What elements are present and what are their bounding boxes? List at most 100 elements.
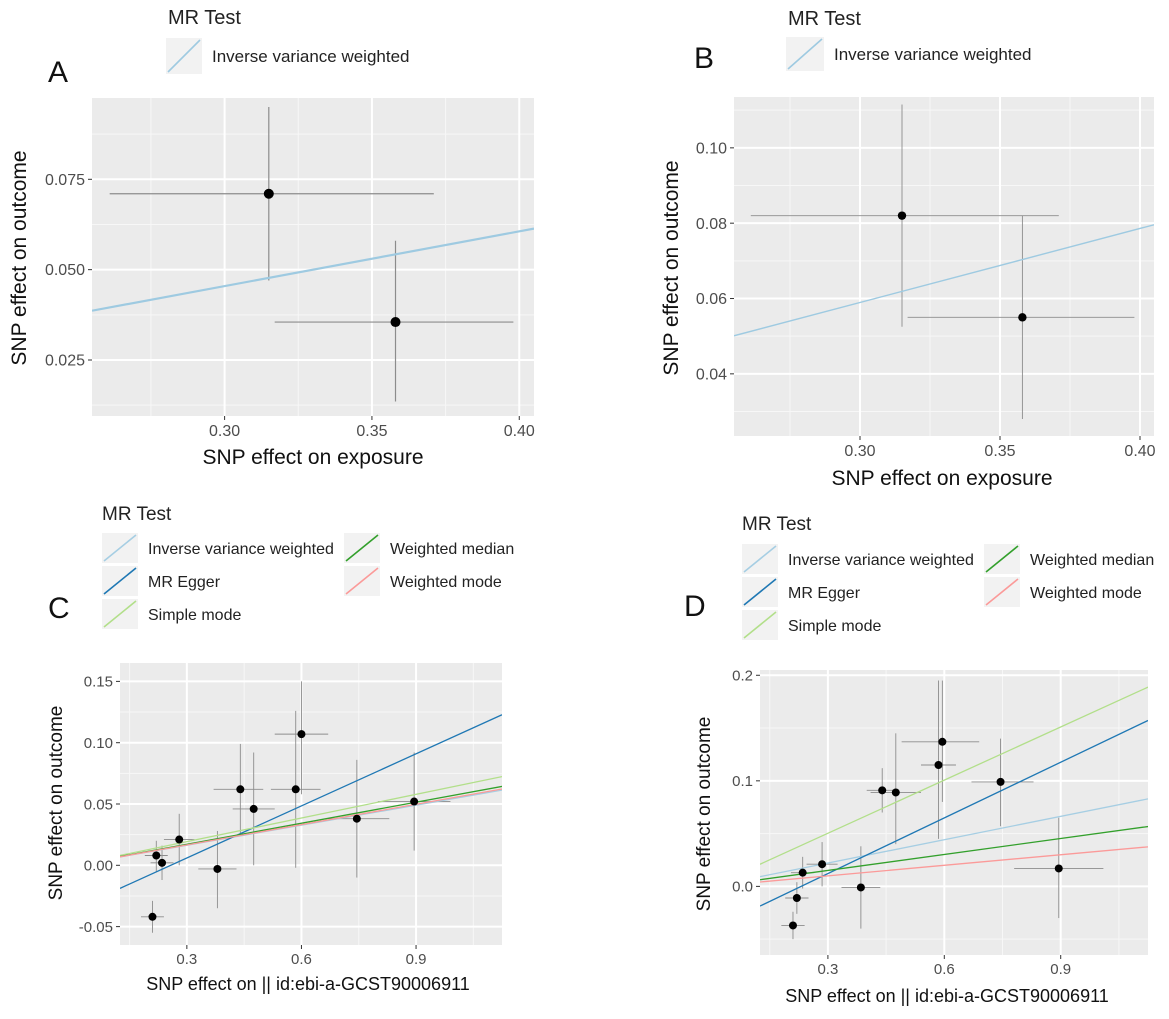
legend-key-line — [167, 39, 201, 73]
legend-key-line — [743, 578, 777, 606]
data-point — [390, 317, 401, 328]
y-tick-label: 0.025 — [45, 353, 85, 370]
legend-key-line — [103, 567, 137, 595]
x-tick-label: 0.35 — [984, 443, 1015, 460]
panel-a-label: A — [48, 56, 68, 89]
regression-line-simple-mode — [760, 686, 1148, 865]
x-tick-label: 0.3 — [817, 961, 838, 978]
y-tick-label: 0.075 — [45, 172, 85, 189]
y-tick-label: 0.05 — [84, 796, 113, 813]
legend-title: MR Test — [168, 7, 241, 29]
data-point — [938, 737, 947, 746]
x-tick-label: 0.9 — [406, 951, 427, 968]
panel-c-label: C — [48, 592, 70, 625]
panel-c-axes: 0.3 0.6 0.9 -0.05 0.00 0.05 0.10 0.15 — [79, 674, 427, 968]
panel-a-legend: MR Test Inverse variance weighted — [166, 7, 410, 74]
data-point — [352, 814, 361, 823]
panel-d-y-axis-title: SNP effect on outcome — [694, 717, 715, 912]
data-point — [856, 883, 865, 892]
panel-d-points — [788, 737, 1063, 930]
data-point — [263, 188, 274, 199]
data-point — [249, 804, 258, 813]
data-point — [148, 912, 157, 921]
y-tick-label: 0.15 — [84, 674, 113, 691]
data-point — [934, 761, 943, 769]
panel-b-x-axis-title: SNP effect on exposure — [831, 467, 1052, 490]
x-tick-label: 0.6 — [934, 961, 955, 978]
legend-key-line — [743, 545, 777, 573]
legend-key-line — [103, 534, 137, 562]
x-tick-label: 0.30 — [844, 443, 875, 460]
data-point — [297, 730, 306, 739]
data-point — [891, 788, 900, 797]
panel-c-x-axis-title: SNP effect on || id:ebi-a-GCST90006911 — [146, 974, 470, 994]
legend-title: MR Test — [742, 514, 812, 535]
panel-d-label: D — [684, 590, 706, 623]
panel-d-axes: 0.3 0.6 0.9 0.0 0.1 0.2 — [732, 668, 1071, 978]
legend-key-line — [743, 611, 777, 639]
panel-a-regression-lines — [92, 227, 534, 312]
y-tick-label: 0.08 — [696, 216, 727, 233]
legend-entry-label: Simple mode — [148, 607, 241, 624]
regression-line-simple-mode — [120, 775, 502, 857]
legend-key-line — [345, 567, 379, 595]
x-tick-label: 0.9 — [1050, 961, 1071, 978]
data-point — [175, 835, 184, 844]
data-point — [1054, 864, 1063, 873]
panel-a-plot-background — [92, 98, 534, 416]
legend-key-line — [103, 600, 137, 628]
y-tick-label: 0.050 — [45, 262, 85, 279]
legend-title: MR Test — [102, 504, 172, 525]
panel-c-y-axis-title: SNP effect on outcome — [46, 706, 67, 901]
panel-d: D MR Test Inverse variance weighted MR Egge… — [684, 514, 1154, 1006]
panel-a-axes: 0.30 0.35 0.40 0.025 0.050 0.075 — [45, 172, 535, 440]
regression-line-weighted-mode — [120, 788, 502, 858]
panel-b-regression-lines — [734, 224, 1154, 337]
panel-b-points — [897, 211, 1027, 322]
legend-entry-label: Inverse variance weighted — [148, 541, 334, 558]
data-point — [818, 860, 827, 869]
data-point — [996, 777, 1005, 786]
x-tick-label: 0.40 — [1124, 443, 1155, 460]
panel-a-gridlines — [92, 98, 534, 416]
data-point — [897, 211, 907, 220]
panel-d-plot-background — [760, 670, 1148, 955]
data-point — [152, 851, 161, 860]
regression-line-weighted-median — [760, 825, 1148, 881]
y-tick-label: 0.2 — [732, 668, 753, 685]
regression-line-mr-egger — [760, 719, 1148, 907]
legend-entry-label: MR Egger — [148, 574, 221, 591]
panel-b-plot-background — [734, 97, 1154, 436]
panel-a-points — [263, 188, 401, 328]
legend-entry-label: Inverse variance weighted — [788, 552, 974, 569]
data-point — [788, 921, 797, 930]
data-point — [291, 785, 300, 794]
panel-b-legend: MR Test Inverse variance weighted — [786, 8, 1032, 71]
regression-line-inverse-variance-weighted — [734, 224, 1154, 337]
y-tick-label: 0.10 — [696, 140, 727, 157]
y-tick-label: 0.04 — [696, 366, 727, 383]
panel-d-gridlines — [760, 670, 1148, 955]
legend-key-line — [345, 534, 379, 562]
panel-c: C MR Test Inverse variance weighted MR Egge… — [46, 504, 514, 994]
data-point — [792, 894, 801, 902]
data-point — [798, 868, 807, 877]
panel-b-label: B — [694, 42, 714, 75]
panel-b-axes: 0.30 0.35 0.40 0.04 0.06 0.08 0.10 — [696, 140, 1156, 460]
panel-d-x-axis-title: SNP effect on || id:ebi-a-GCST90006911 — [785, 986, 1109, 1006]
regression-line-mr-egger — [120, 714, 502, 889]
y-tick-label: 0.10 — [84, 735, 113, 752]
y-tick-label: 0.06 — [696, 291, 727, 308]
legend-entry-label: Weighted median — [1030, 552, 1154, 569]
data-point — [410, 797, 419, 806]
regression-line-weighted-median — [120, 785, 502, 858]
panel-d-legend: MR Test Inverse variance weighted MR Egger… — [742, 514, 1154, 640]
data-point — [1018, 313, 1027, 322]
data-point — [158, 858, 167, 867]
x-tick-label: 0.35 — [356, 423, 387, 440]
panel-b-gridlines — [734, 97, 1154, 436]
panel-c-legend: MR Test Inverse variance weighted MR Egger… — [102, 504, 514, 629]
y-tick-label: 0.1 — [732, 773, 753, 790]
legend-title: MR Test — [788, 8, 861, 30]
